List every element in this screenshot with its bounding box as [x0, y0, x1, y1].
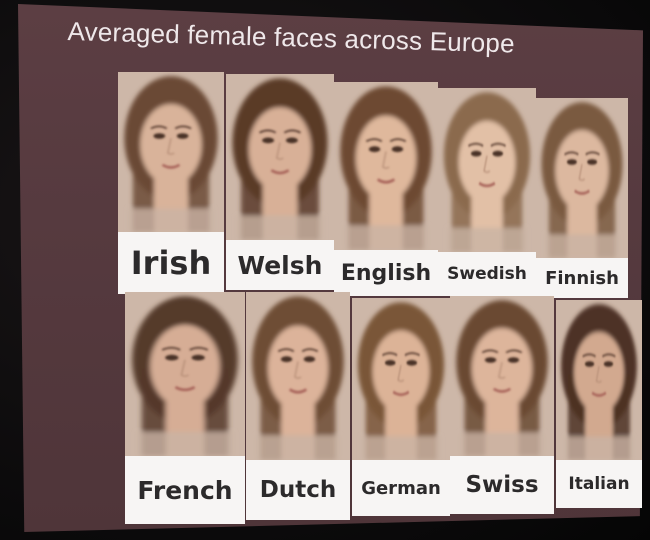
face-image-irish — [118, 72, 224, 232]
face-card-welsh: Welsh — [226, 74, 334, 290]
face-label-dutch: Dutch — [246, 460, 350, 520]
face-card-dutch: Dutch — [246, 292, 350, 520]
face-card-finnish: Finnish — [536, 98, 628, 298]
face-label-welsh: Welsh — [226, 240, 334, 290]
face-label-swedish: Swedish — [438, 252, 536, 296]
face-card-swiss: Swiss — [450, 296, 554, 514]
face-card-english: English — [334, 82, 438, 296]
face-label-german: German — [352, 460, 450, 516]
face-image-german — [352, 298, 450, 460]
face-image-welsh — [226, 74, 334, 240]
face-label-finnish: Finnish — [536, 258, 628, 298]
face-image-french — [125, 292, 245, 456]
face-image-swedish — [438, 88, 536, 252]
face-card-swedish: Swedish — [438, 88, 536, 296]
face-label-italian: Italian — [556, 460, 642, 508]
face-image-english — [334, 82, 438, 250]
face-label-irish: Irish — [118, 232, 224, 294]
face-card-irish: Irish — [118, 72, 224, 294]
face-image-swiss — [450, 296, 554, 456]
face-label-swiss: Swiss — [450, 456, 554, 514]
face-image-dutch — [246, 292, 350, 460]
face-image-finnish — [536, 98, 628, 258]
face-card-french: French — [125, 292, 245, 524]
face-image-italian — [556, 300, 642, 460]
face-label-english: English — [334, 250, 438, 296]
face-label-french: French — [125, 456, 245, 524]
face-card-italian: Italian — [556, 300, 642, 508]
face-card-german: German — [352, 298, 450, 516]
